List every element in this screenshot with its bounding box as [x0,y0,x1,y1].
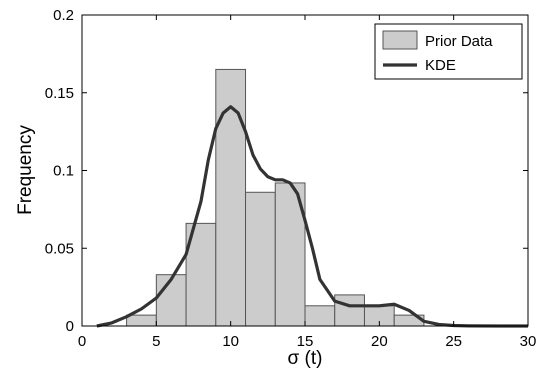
y-tick-label: 0.1 [53,163,74,180]
legend: Prior Data KDE [374,23,523,80]
histogram-bars [126,68,425,327]
x-tick-label: 0 [78,333,86,350]
histogram-bar [126,314,157,327]
x-tick-label: 10 [222,333,239,350]
x-axis-label: σ (t) [288,348,323,369]
legend-label-prior-data: Prior Data [425,33,493,50]
y-tick-label: 0.2 [53,7,74,24]
histogram-bar [334,294,365,327]
x-tick-label: 15 [297,333,314,350]
histogram-bar [304,305,336,327]
y-axis-label: Frequency [15,125,36,215]
histogram-bar [155,274,187,327]
y-tick-label: 0 [66,318,74,335]
legend-label-kde: KDE [425,57,456,74]
x-tick-label: 5 [152,333,160,350]
y-tick-label: 0.15 [45,85,74,102]
x-tick-label: 30 [520,333,537,350]
x-tick-label: 20 [371,333,388,350]
y-axis-ticks: 0 0.05 0.1 0.15 0.2 [45,7,528,335]
x-axis-ticks: 0 5 10 15 20 25 30 [78,15,537,350]
legend-swatch-prior-data [382,30,418,50]
kde-line [96,105,528,328]
y-tick-label: 0.05 [45,240,74,257]
histogram-bar [245,191,276,327]
x-tick-label: 25 [445,333,462,350]
